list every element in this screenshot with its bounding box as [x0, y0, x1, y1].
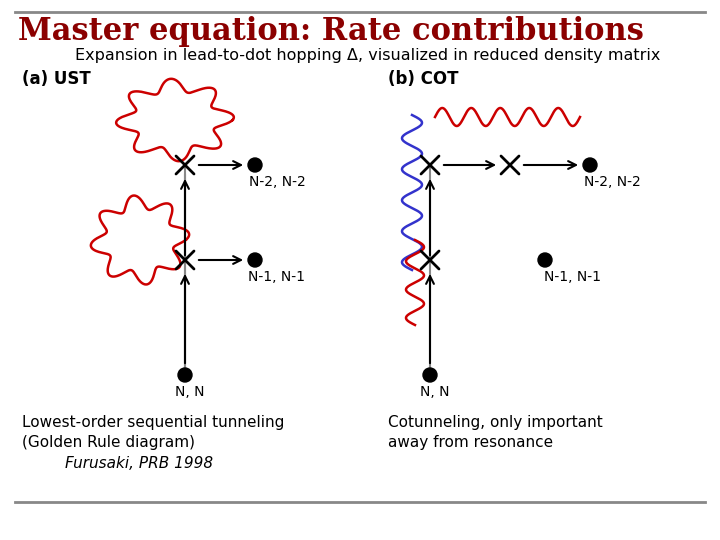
Text: N-1, N-1: N-1, N-1 — [248, 270, 305, 284]
Text: Lowest-order sequential tunneling: Lowest-order sequential tunneling — [22, 415, 284, 430]
Text: Expansion in lead-to-dot hopping Δ, visualized in reduced density matrix: Expansion in lead-to-dot hopping Δ, visu… — [75, 48, 660, 63]
Circle shape — [248, 158, 262, 172]
Text: N-2, N-2: N-2, N-2 — [584, 175, 640, 189]
Text: Furusaki, PRB 1998: Furusaki, PRB 1998 — [65, 456, 213, 471]
Text: N, N: N, N — [175, 385, 204, 399]
Circle shape — [423, 368, 437, 382]
Text: N, N: N, N — [420, 385, 450, 399]
Circle shape — [178, 368, 192, 382]
Circle shape — [538, 253, 552, 267]
Circle shape — [248, 253, 262, 267]
Circle shape — [583, 158, 597, 172]
Text: Cotunneling, only important: Cotunneling, only important — [388, 415, 603, 430]
Text: away from resonance: away from resonance — [388, 435, 553, 450]
Text: (b) COT: (b) COT — [388, 70, 459, 88]
Text: Master equation: Rate contributions: Master equation: Rate contributions — [18, 16, 644, 47]
Text: (Golden Rule diagram): (Golden Rule diagram) — [22, 435, 195, 450]
Text: N-1, N-1: N-1, N-1 — [544, 270, 601, 284]
Text: N-2, N-2: N-2, N-2 — [248, 175, 305, 189]
Text: (a) UST: (a) UST — [22, 70, 91, 88]
